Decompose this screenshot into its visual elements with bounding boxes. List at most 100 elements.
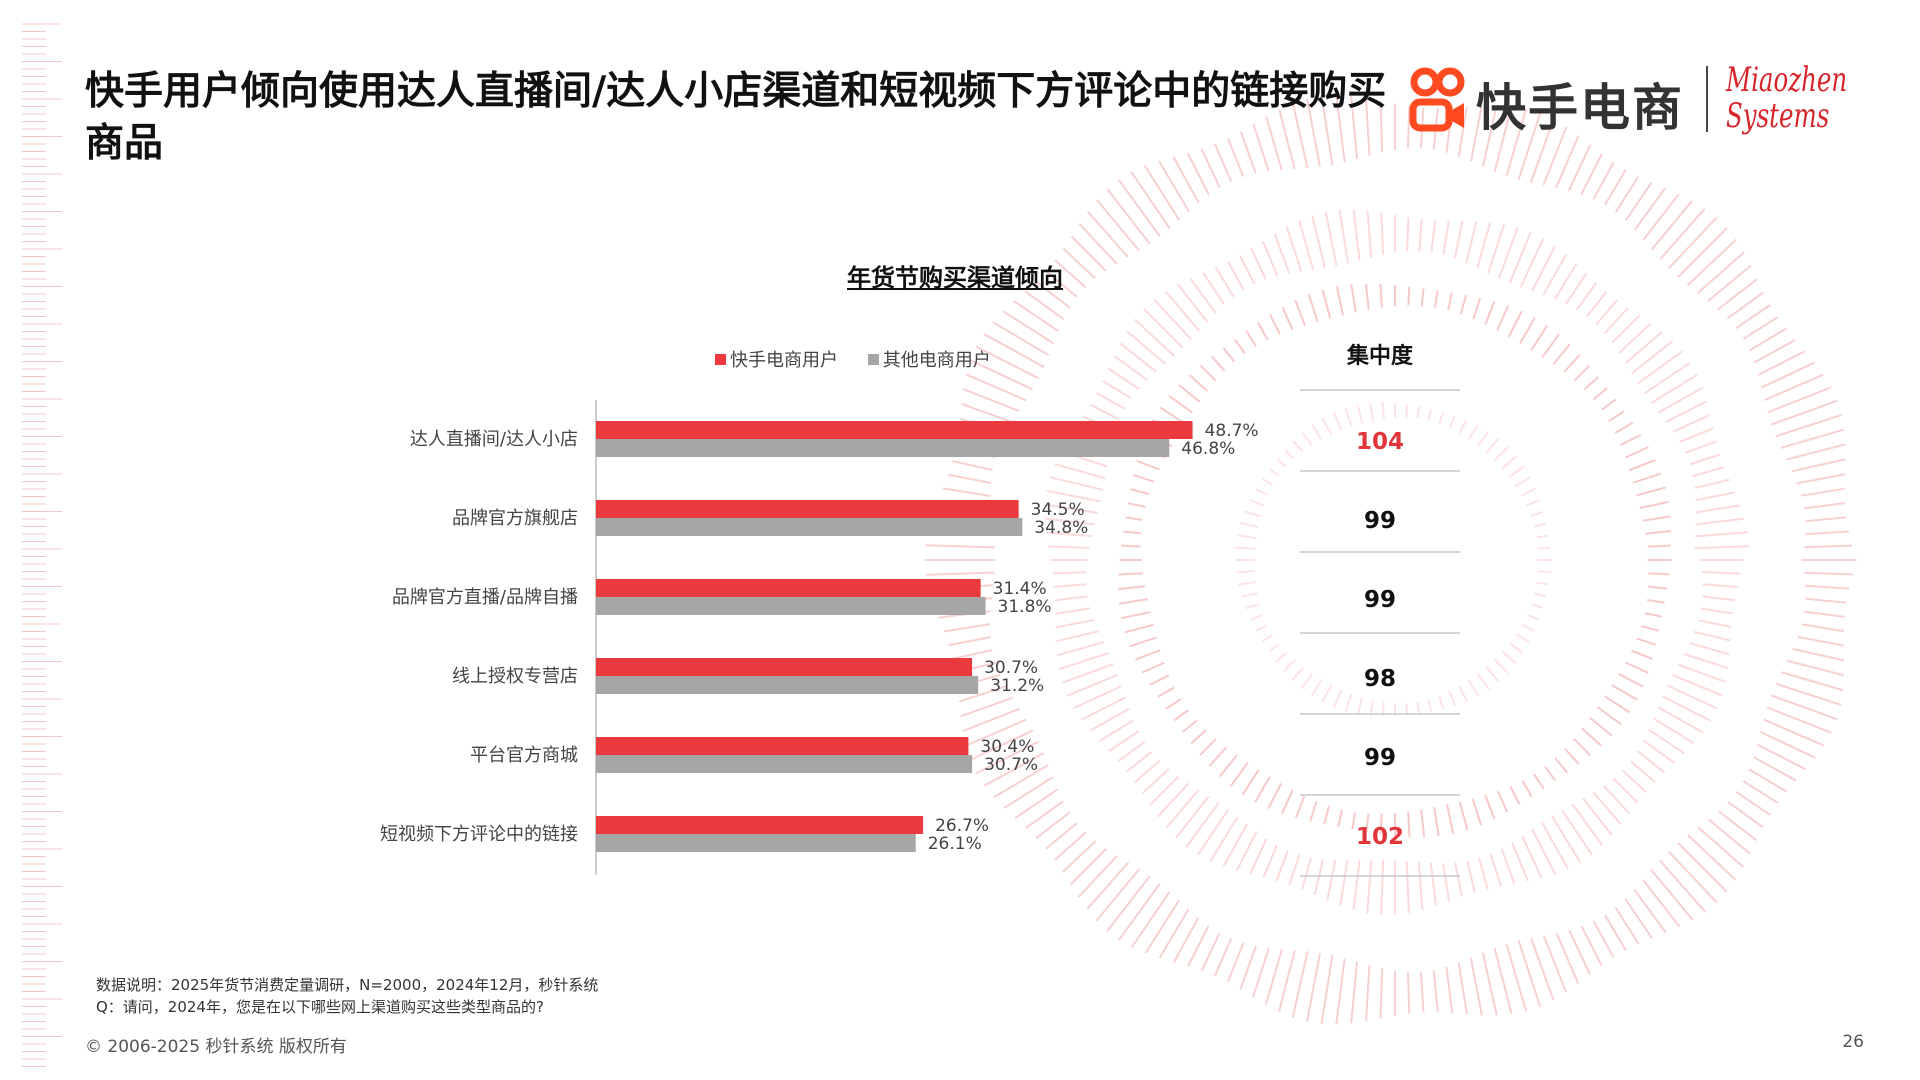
bar-other bbox=[596, 518, 1023, 536]
ring-tick bbox=[1694, 630, 1731, 642]
ring-tick bbox=[1125, 751, 1153, 773]
ring-tick bbox=[1453, 221, 1464, 259]
ring-tick bbox=[1672, 674, 1723, 697]
ring-tick bbox=[1337, 809, 1343, 828]
ring-tick bbox=[1775, 413, 1842, 438]
ring-tick bbox=[1249, 838, 1268, 875]
ring-tick bbox=[1636, 486, 1666, 497]
ring-tick bbox=[1364, 283, 1370, 310]
ring-tick bbox=[1249, 498, 1265, 507]
ring-tick bbox=[1335, 286, 1344, 316]
ring-tick bbox=[1339, 859, 1349, 906]
data-label: 26.7% bbox=[935, 816, 989, 836]
ring-tick bbox=[1129, 636, 1157, 648]
ring-tick bbox=[1541, 333, 1560, 358]
ring-tick bbox=[1281, 789, 1294, 815]
ring-tick bbox=[1168, 395, 1193, 414]
ring-tick bbox=[1647, 544, 1671, 548]
ring-tick bbox=[1555, 135, 1580, 189]
ring-tick bbox=[1519, 237, 1545, 288]
ring-tick bbox=[1278, 109, 1296, 170]
ring-tick bbox=[1633, 888, 1667, 934]
category-label: 品牌官方旗舰店 bbox=[452, 508, 578, 529]
legend-label-other: 其他电商用户 bbox=[882, 350, 991, 371]
ring-tick bbox=[1261, 477, 1274, 486]
ring-tick bbox=[1648, 728, 1685, 755]
ring-tick bbox=[1200, 148, 1221, 188]
ring-tick bbox=[1641, 625, 1660, 632]
ring-tick bbox=[1240, 521, 1259, 529]
ring-tick bbox=[1291, 103, 1309, 169]
ring-tick bbox=[1634, 187, 1666, 231]
ring-tick bbox=[1035, 280, 1071, 309]
ring-tick bbox=[1632, 472, 1662, 484]
ring-tick bbox=[1369, 700, 1374, 716]
ring-tick bbox=[1476, 672, 1490, 690]
ring-tick bbox=[1735, 304, 1771, 330]
ring-tick bbox=[1235, 831, 1258, 872]
ring-tick bbox=[1611, 684, 1638, 701]
ring-tick bbox=[1527, 613, 1540, 621]
ring-tick bbox=[1536, 534, 1549, 539]
ring-tick bbox=[1054, 259, 1087, 289]
ring-tick bbox=[1624, 182, 1653, 222]
ring-tick bbox=[1642, 193, 1680, 241]
ring-tick bbox=[1530, 324, 1549, 351]
ring-tick bbox=[1268, 643, 1280, 653]
ring-tick bbox=[1295, 795, 1306, 819]
ring-tick bbox=[1786, 443, 1846, 461]
ring-tick bbox=[1692, 466, 1725, 477]
ring-tick bbox=[1643, 739, 1675, 764]
ring-tick bbox=[1049, 476, 1104, 491]
ring-tick bbox=[1344, 407, 1353, 428]
ring-tick bbox=[1335, 94, 1346, 163]
ring-tick bbox=[1686, 238, 1737, 286]
ring-tick bbox=[1077, 855, 1118, 898]
ring-tick bbox=[1181, 719, 1198, 733]
ring-tick bbox=[1288, 854, 1301, 886]
ring-tick bbox=[1624, 898, 1653, 939]
ring-tick bbox=[1209, 816, 1239, 862]
ring-tick bbox=[1700, 607, 1733, 615]
ring-tick bbox=[1514, 476, 1531, 488]
ring-tick bbox=[1618, 673, 1644, 688]
ring-tick bbox=[1438, 695, 1445, 710]
ring-tick bbox=[1262, 240, 1279, 277]
ring-tick bbox=[1268, 467, 1280, 477]
ring-tick bbox=[1252, 947, 1270, 998]
bar-other bbox=[596, 755, 973, 773]
ring-tick bbox=[1054, 463, 1106, 480]
ring-tick bbox=[1639, 500, 1669, 509]
ring-tick bbox=[1055, 618, 1095, 629]
ring-tick bbox=[1069, 848, 1107, 886]
ring-tick bbox=[1433, 807, 1440, 837]
ring-tick bbox=[1407, 286, 1411, 306]
ring-tick bbox=[1344, 693, 1353, 712]
ring-tick bbox=[1636, 637, 1657, 646]
ring-tick bbox=[1651, 200, 1693, 251]
ring-tick bbox=[1332, 689, 1343, 709]
ring-tick bbox=[952, 649, 993, 660]
legend-swatch-kuaishou bbox=[715, 354, 726, 365]
ring-tick bbox=[1311, 424, 1323, 441]
ring-tick bbox=[1264, 948, 1283, 1005]
ring-tick bbox=[1614, 421, 1634, 434]
ring-tick bbox=[1624, 331, 1663, 365]
ring-tick bbox=[1273, 233, 1291, 274]
ring-tick bbox=[1683, 652, 1729, 670]
ring-tick bbox=[1275, 651, 1288, 663]
ring-tick bbox=[1763, 718, 1825, 747]
ring-tick bbox=[1052, 571, 1086, 575]
ring-tick bbox=[1418, 219, 1423, 252]
ring-tick bbox=[1586, 290, 1608, 318]
ring-tick bbox=[1805, 530, 1849, 536]
ring-tick bbox=[1642, 515, 1671, 522]
ring-tick bbox=[1158, 908, 1190, 959]
ring-tick bbox=[1045, 270, 1078, 298]
ring-tick bbox=[1305, 952, 1322, 1022]
ring-tick bbox=[1742, 316, 1779, 340]
ring-tick bbox=[1208, 746, 1228, 767]
ring-tick bbox=[1366, 210, 1373, 258]
ring-tick bbox=[1442, 863, 1451, 902]
ring-tick bbox=[1130, 891, 1171, 948]
